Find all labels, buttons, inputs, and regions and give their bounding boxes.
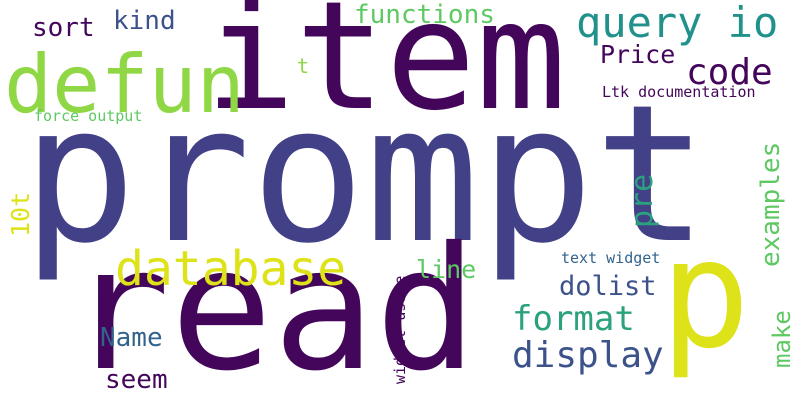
word-t: t [297,54,310,78]
word-pre: pre [625,173,660,228]
word-make: make [768,310,796,368]
word-10t: 10t [6,191,35,237]
word-price: Price [600,40,676,69]
word-text-widget: text widget [561,249,661,267]
word-force-output: force output [34,107,143,125]
word-database: database [115,241,347,297]
word-item: item [205,0,567,144]
word-code: code [686,52,773,93]
word-examples: examples [756,141,786,267]
word-name: Name [100,323,163,353]
word-defun: defun [4,38,245,131]
word-line: line [416,255,477,284]
word-functions: functions [354,0,495,30]
word-read: read [68,211,478,400]
word-widget-usage: widget usage [391,275,409,384]
word-ltk-documentation: Ltk documentation [602,83,756,101]
word-p: p [660,208,751,382]
word-kind: kind [113,6,176,36]
word-sort: sort [32,13,95,43]
word-display: display [512,335,664,376]
word-seem: seem [105,365,168,395]
word-prompt: prompt [22,64,709,285]
word-dolist: dolist [559,271,657,302]
word-query-io: query io [576,0,779,47]
word-format: format [512,299,635,339]
